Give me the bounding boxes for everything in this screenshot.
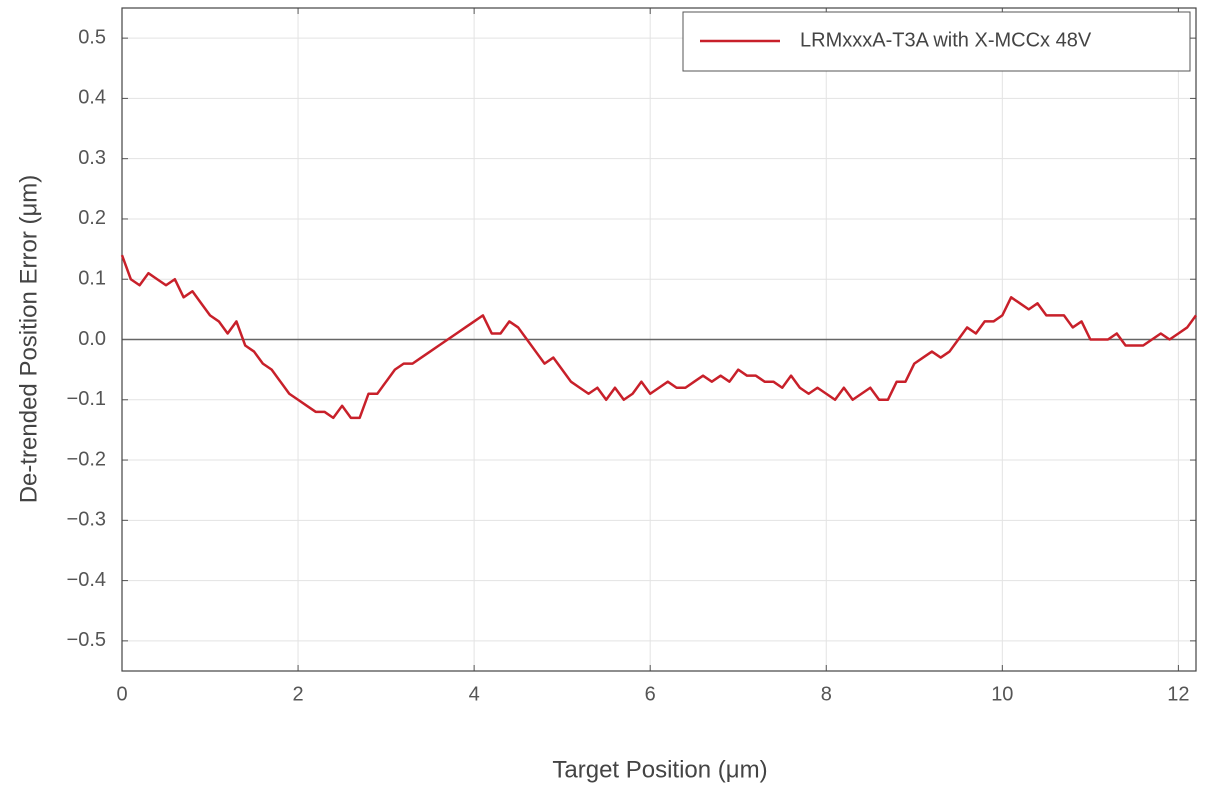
y-axis-title: De-trended Position Error (μm) — [15, 175, 42, 504]
y-tick-label: 0.1 — [78, 268, 106, 290]
y-tick-label: −0.1 — [67, 388, 106, 410]
y-tick-label: 0.4 — [78, 87, 106, 109]
y-tick-label: 0.5 — [78, 26, 106, 48]
x-tick-label: 0 — [116, 683, 127, 705]
x-axis-title: Target Position (μm) — [552, 756, 767, 783]
y-tick-label: −0.4 — [67, 569, 106, 591]
y-tick-label: 0.3 — [78, 147, 106, 169]
y-tick-label: 0.0 — [78, 328, 106, 350]
y-tick-label: −0.3 — [67, 509, 106, 531]
y-tick-label: −0.5 — [67, 629, 106, 651]
x-tick-label: 12 — [1167, 683, 1189, 705]
x-tick-label: 4 — [469, 683, 480, 705]
x-tick-label: 10 — [991, 683, 1013, 705]
plot-frame — [121, 7, 1197, 672]
x-tick-label: 2 — [293, 683, 304, 705]
y-tick-label: −0.2 — [67, 448, 106, 470]
x-tick-label: 8 — [821, 683, 832, 705]
legend-label: LRMxxxA-T3A with X-MCCx 48V — [800, 29, 1092, 51]
y-tick-label: 0.2 — [78, 207, 106, 229]
x-tick-label: 6 — [645, 683, 656, 705]
data-line — [120, 254, 1198, 420]
